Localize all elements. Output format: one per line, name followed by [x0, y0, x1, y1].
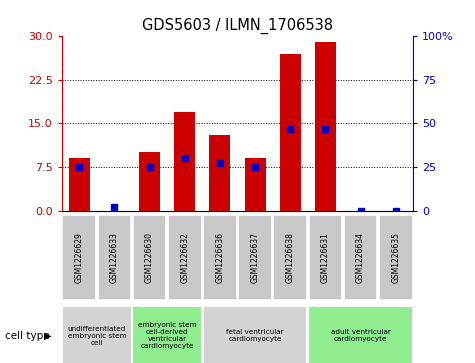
Bar: [209, 135, 230, 211]
Bar: [139, 152, 160, 211]
FancyBboxPatch shape: [379, 215, 413, 301]
Text: GSM1226633: GSM1226633: [110, 232, 119, 283]
Text: GSM1226636: GSM1226636: [216, 232, 224, 283]
FancyBboxPatch shape: [343, 215, 378, 301]
Bar: [315, 42, 336, 211]
Text: GSM1226634: GSM1226634: [356, 232, 365, 283]
Text: GSM1226629: GSM1226629: [75, 232, 84, 283]
FancyBboxPatch shape: [308, 215, 342, 301]
Text: GSM1226637: GSM1226637: [251, 232, 259, 283]
FancyBboxPatch shape: [203, 306, 307, 363]
Text: fetal ventricular
cardiomyocyte: fetal ventricular cardiomyocyte: [226, 329, 284, 342]
FancyBboxPatch shape: [133, 306, 202, 363]
Bar: [174, 112, 195, 211]
Text: undifferentiated
embryonic stem
cell: undifferentiated embryonic stem cell: [67, 326, 126, 346]
FancyBboxPatch shape: [62, 306, 132, 363]
Text: GSM1226630: GSM1226630: [145, 232, 154, 283]
FancyBboxPatch shape: [308, 306, 413, 363]
Text: adult ventricular
cardiomyocyte: adult ventricular cardiomyocyte: [331, 329, 390, 342]
FancyBboxPatch shape: [133, 215, 167, 301]
Text: embryonic stem
cell-derived
ventricular
cardiomyocyte: embryonic stem cell-derived ventricular …: [138, 322, 197, 349]
Text: GSM1226638: GSM1226638: [286, 232, 294, 283]
Text: GSM1226632: GSM1226632: [180, 232, 189, 283]
Text: GSM1226635: GSM1226635: [391, 232, 400, 283]
Text: GSM1226631: GSM1226631: [321, 232, 330, 283]
FancyBboxPatch shape: [168, 215, 202, 301]
Bar: [280, 54, 301, 211]
Bar: [245, 158, 266, 211]
FancyBboxPatch shape: [238, 215, 272, 301]
Text: GDS5603 / ILMN_1706538: GDS5603 / ILMN_1706538: [142, 18, 333, 34]
FancyBboxPatch shape: [273, 215, 307, 301]
FancyBboxPatch shape: [62, 215, 96, 301]
FancyBboxPatch shape: [203, 215, 237, 301]
Bar: [69, 158, 90, 211]
FancyBboxPatch shape: [97, 215, 132, 301]
Text: cell type: cell type: [5, 331, 49, 341]
Text: ▶: ▶: [44, 331, 51, 341]
